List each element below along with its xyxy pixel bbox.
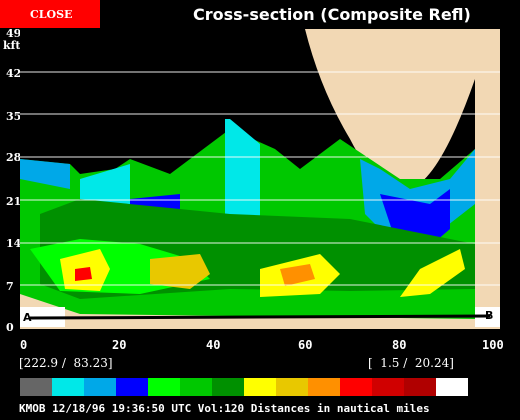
section-line [29,314,491,320]
close-button[interactable]: CLOSE [0,0,100,28]
color-scale-swatch [212,378,244,396]
color-scale-swatch [340,378,372,396]
color-scale-swatch [116,378,148,396]
color-scale-swatch [404,378,436,396]
start-point-readout: [222.9 / 83.23] [19,356,113,370]
color-scale-swatch [276,378,308,396]
color-scale-swatch [52,378,84,396]
window-title: Cross-section (Composite Refl) [193,5,471,24]
y-tick-label: 42 [6,67,22,80]
x-tick-label: 0 [20,338,28,352]
echo-layer-cyan [20,159,70,189]
color-scale-bar [20,378,468,396]
color-scale-swatch [148,378,180,396]
section-start-label: A [23,311,32,324]
section-end-label: B [485,309,494,322]
x-tick-label: 40 [206,338,221,352]
color-scale-swatch [20,378,52,396]
y-tick-label: 28 [6,151,22,164]
end-point-readout: [ 1.5 / 20.24] [368,356,454,370]
grid-lines [20,71,500,286]
y-tick-label: 35 [6,110,22,123]
y-tick-label: 49 [6,27,22,40]
cross-section-plot[interactable] [20,29,500,329]
color-scale-swatch [308,378,340,396]
echo-layer-orange [280,264,315,286]
y-tick-label: 0 [6,321,14,334]
color-scale-swatch [84,378,116,396]
x-tick-label: 60 [298,338,313,352]
echo-layer-cyan [80,164,130,209]
x-tick-label: 80 [392,338,407,352]
y-tick-label: 7 [6,280,14,293]
color-scale-swatch [244,378,276,396]
echo-layer-yellow [150,254,210,289]
y-tick-label: 21 [6,195,22,208]
echo-layer-red [75,267,92,281]
x-tick-label: 20 [112,338,127,352]
y-axis-unit: kft [3,39,21,52]
color-scale-swatch [372,378,404,396]
x-tick-label: 100 [482,338,504,352]
status-footer: KMOB 12/18/96 19:36:50 UTC Vol:120 Dista… [19,402,430,415]
color-scale-swatch [436,378,468,396]
color-scale-swatch [180,378,212,396]
echo-layer-cyan [225,119,260,219]
y-tick-label: 14 [6,237,22,250]
